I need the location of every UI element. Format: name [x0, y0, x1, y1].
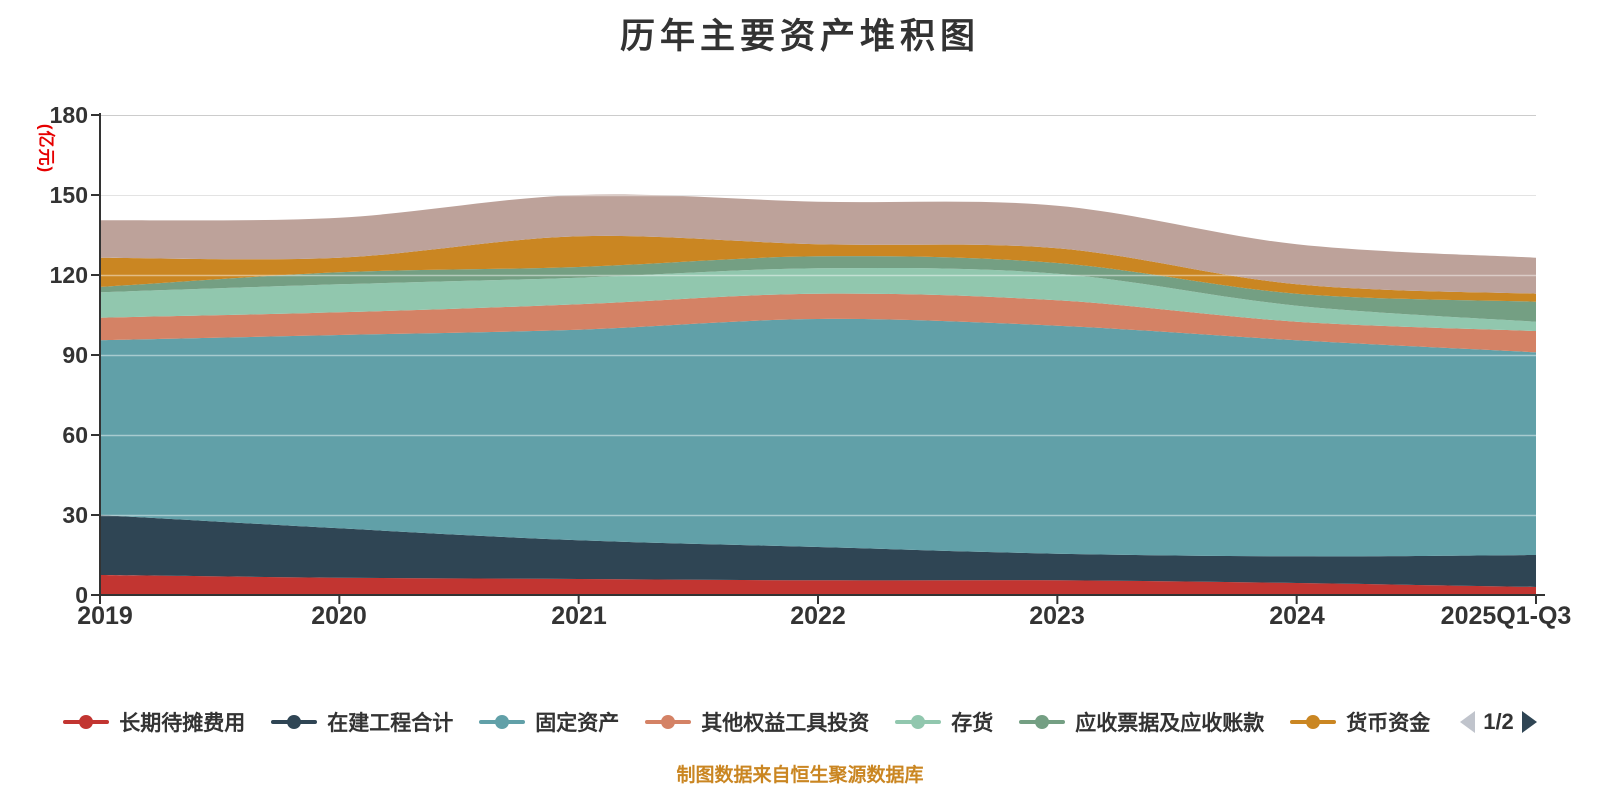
legend-item-label: 货币资金	[1346, 712, 1431, 735]
legend-item-4[interactable]: 其他权益工具投资	[645, 707, 869, 737]
x-tick-label-2022: 2022	[790, 602, 846, 630]
x-tick-label-2020: 2020	[311, 602, 367, 630]
legend-page-indicator: 1/2	[1483, 709, 1514, 734]
legend-item-5[interactable]: 存货	[895, 707, 993, 737]
x-tick-label-2024: 2024	[1269, 602, 1325, 630]
legend-item-1[interactable]: 长期待摊费用	[63, 707, 245, 737]
x-tick-label-2023: 2023	[1029, 602, 1085, 630]
area-series-7-货币资金[interactable]	[100, 235, 1536, 302]
x-tick-label-2025q1-q3: 2025Q1-Q3	[1440, 602, 1572, 630]
legend-item-2[interactable]: 在建工程合计	[271, 707, 453, 737]
area-series-1-长期待摊费用[interactable]	[100, 575, 1536, 595]
legend-line-dot-icon	[271, 714, 318, 730]
legend-item-label: 固定资产	[535, 712, 620, 735]
area-series-3-固定资产[interactable]	[100, 318, 1536, 557]
area-series-4-其他权益工具投资[interactable]	[100, 293, 1536, 353]
area-series-6-应收票据及应收账款[interactable]	[100, 256, 1536, 322]
y-tick-label-180: 180	[49, 102, 88, 128]
legend-item-6[interactable]: 应收票据及应收账款	[1019, 707, 1264, 737]
x-tick-label-2021: 2021	[551, 602, 607, 630]
page-title: 历年主要资产堆积图	[619, 17, 980, 56]
y-tick-label-150: 150	[49, 182, 88, 208]
legend-pager: 1/2	[1460, 709, 1537, 735]
y-tick-label-0: 0	[75, 582, 88, 608]
legend-item-7[interactable]: 货币资金	[1290, 707, 1430, 737]
legend-item-label: 在建工程合计	[327, 712, 454, 735]
data-source-caption: 制图数据来自恒生聚源数据库	[676, 765, 924, 786]
legend-line-dot-icon	[479, 714, 526, 730]
area-series-8[interactable]	[100, 194, 1536, 294]
legend-line-dot-icon	[1290, 714, 1337, 730]
x-tick-label-2019: 2019	[77, 602, 133, 630]
x-axis-ticks	[99, 596, 1537, 604]
y-axis-ticks	[91, 114, 100, 596]
y-tick-label-30: 30	[62, 502, 88, 528]
axis-lines	[91, 113, 1545, 604]
legend-line-dot-icon	[63, 714, 110, 730]
y-tick-label-60: 60	[62, 422, 88, 448]
legend-item-label: 长期待摊费用	[119, 712, 246, 735]
legend-item-label: 应收票据及应收账款	[1075, 712, 1265, 735]
legend-line-dot-icon	[895, 714, 942, 730]
legend-next-page-arrow-icon[interactable]	[1521, 711, 1537, 733]
legend-item-label: 其他权益工具投资	[701, 712, 870, 735]
legend-prev-page-arrow-icon[interactable]	[1460, 711, 1476, 733]
stacked-areas[interactable]	[100, 194, 1536, 595]
legend-item-3[interactable]: 固定资产	[479, 707, 619, 737]
y-tick-label-120: 120	[49, 262, 88, 288]
legend-line-dot-icon	[1019, 714, 1066, 730]
legend-line-dot-icon	[645, 714, 692, 730]
area-series-2-在建工程合计[interactable]	[100, 515, 1536, 587]
y-tick-label-90: 90	[62, 342, 88, 368]
legend: 长期待摊费用 在建工程合计 固定资产 其他权益工具投资 存货 应收票据及应收账款 货币资金 …	[0, 700, 1600, 744]
legend-item-label: 存货	[951, 712, 994, 735]
area-series-5-存货[interactable]	[100, 268, 1536, 331]
gridlines-overlay	[100, 194, 1536, 517]
